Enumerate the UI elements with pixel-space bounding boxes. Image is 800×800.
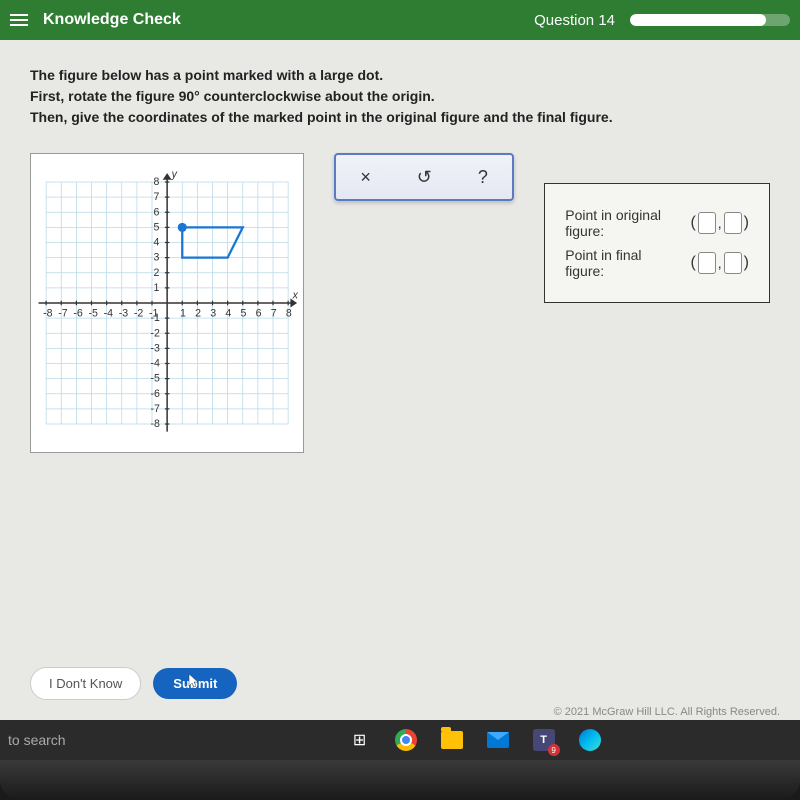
- instruction-line2b: counterclockwise about the origin.: [200, 88, 435, 104]
- final-point-label: Point in final figure:: [565, 247, 682, 279]
- svg-text:y: y: [171, 168, 178, 180]
- dont-know-button[interactable]: I Don't Know: [30, 667, 141, 700]
- folder-icon[interactable]: [438, 726, 466, 754]
- help-button[interactable]: ?: [463, 159, 503, 195]
- svg-text:-3: -3: [119, 308, 129, 320]
- svg-text:-8: -8: [150, 418, 160, 430]
- svg-text:-4: -4: [104, 308, 114, 320]
- instructions: The figure below has a point marked with…: [30, 65, 770, 128]
- toolbox: × ↺ ?: [334, 153, 514, 201]
- svg-text:7: 7: [271, 308, 277, 320]
- progress-fill: [630, 14, 766, 26]
- svg-text:-6: -6: [73, 308, 83, 320]
- original-point-label: Point in original figure:: [565, 207, 682, 239]
- svg-text:-5: -5: [150, 373, 160, 385]
- edge-icon[interactable]: [576, 726, 604, 754]
- reset-button[interactable]: ↺: [404, 159, 444, 195]
- svg-text:3: 3: [154, 252, 160, 264]
- instruction-line3: Then, give the coordinates of the marked…: [30, 109, 613, 125]
- progress-bar: [630, 14, 790, 26]
- svg-text:5: 5: [154, 221, 160, 233]
- original-y-input[interactable]: [724, 212, 742, 234]
- task-view-icon[interactable]: ⊞: [346, 726, 374, 754]
- svg-text:6: 6: [154, 206, 160, 218]
- taskbar: to search ⊞ 9: [0, 720, 800, 760]
- svg-text:4: 4: [154, 237, 160, 249]
- svg-text:-4: -4: [150, 358, 160, 370]
- final-y-input[interactable]: [724, 252, 742, 274]
- coordinate-graph[interactable]: -8-7 -6-5 -4-3 -2-1 12 34 56 78 87 65 43…: [30, 153, 304, 453]
- instruction-line1: The figure below has a point marked with…: [30, 67, 383, 83]
- original-x-input[interactable]: [698, 212, 716, 234]
- header-title: Knowledge Check: [43, 11, 534, 29]
- svg-text:1: 1: [180, 308, 186, 320]
- marked-point: [178, 223, 187, 232]
- laptop-frame: [0, 760, 800, 800]
- app-header: Knowledge Check Question 14: [0, 0, 800, 40]
- svg-text:5: 5: [240, 308, 246, 320]
- teams-icon[interactable]: 9: [530, 726, 558, 754]
- clear-button[interactable]: ×: [346, 159, 386, 195]
- svg-text:8: 8: [154, 176, 160, 188]
- svg-text:-1: -1: [150, 312, 160, 324]
- svg-text:-8: -8: [43, 308, 53, 320]
- svg-text:x: x: [292, 289, 299, 301]
- svg-text:1: 1: [154, 282, 160, 294]
- svg-text:-3: -3: [150, 342, 160, 354]
- svg-text:4: 4: [225, 308, 231, 320]
- cursor-icon: [187, 672, 203, 691]
- mail-icon[interactable]: [484, 726, 512, 754]
- menu-icon[interactable]: [10, 14, 28, 26]
- instruction-degree: 90°: [179, 88, 200, 104]
- answer-panel: Point in original figure: ( , ) Point in…: [544, 183, 770, 303]
- svg-text:2: 2: [195, 308, 201, 320]
- svg-text:-5: -5: [88, 308, 98, 320]
- submit-button[interactable]: Submit: [153, 668, 237, 699]
- svg-text:-7: -7: [150, 403, 160, 415]
- final-x-input[interactable]: [698, 252, 716, 274]
- copyright: © 2021 McGraw Hill LLC. All Rights Reser…: [554, 706, 780, 718]
- svg-text:8: 8: [286, 308, 292, 320]
- svg-text:-6: -6: [150, 388, 160, 400]
- svg-text:2: 2: [154, 267, 160, 279]
- chrome-icon[interactable]: [392, 726, 420, 754]
- svg-text:-2: -2: [150, 327, 160, 339]
- svg-text:3: 3: [210, 308, 216, 320]
- svg-text:7: 7: [154, 191, 160, 203]
- search-label[interactable]: to search: [8, 732, 66, 748]
- instruction-line2a: First, rotate the figure: [30, 88, 179, 104]
- svg-text:-7: -7: [58, 308, 68, 320]
- question-number: Question 14: [534, 12, 615, 29]
- svg-text:-2: -2: [134, 308, 144, 320]
- svg-text:6: 6: [256, 308, 262, 320]
- graph-svg: -8-7 -6-5 -4-3 -2-1 12 34 56 78 87 65 43…: [31, 154, 303, 452]
